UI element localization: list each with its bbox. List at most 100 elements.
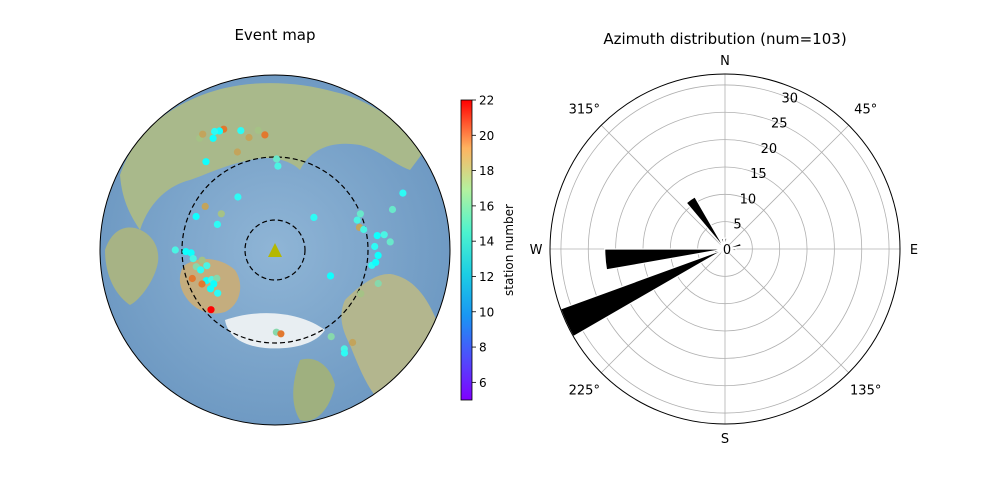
colorbar-gradient bbox=[460, 99, 473, 401]
colorbar-tick-label: 6 bbox=[479, 376, 487, 390]
globe-outline bbox=[99, 74, 451, 426]
polar-grid-spoke bbox=[724, 124, 850, 250]
event-points bbox=[171, 125, 407, 357]
event-point bbox=[374, 279, 382, 288]
event-point bbox=[192, 212, 200, 221]
event-point bbox=[234, 193, 242, 201]
colorbar-tick-label: 20 bbox=[479, 129, 494, 143]
station-triangle-marker bbox=[268, 243, 282, 257]
landmass-west bbox=[105, 227, 159, 305]
polar-bars bbox=[559, 196, 742, 338]
polar-r-tick-label: 20 bbox=[761, 142, 778, 157]
colorbar-ticks: 6 8 10 12 14 16 18 20 22 bbox=[472, 94, 494, 390]
polar-r-tick-label: 25 bbox=[771, 117, 788, 132]
polar-angle-tick-label: 45° bbox=[854, 102, 877, 117]
event-point bbox=[211, 127, 219, 136]
polar-r-tick-label: 15 bbox=[750, 167, 767, 182]
colorbar-tick-label: 22 bbox=[479, 94, 494, 108]
event-point bbox=[171, 246, 179, 254]
polar-frame bbox=[549, 73, 901, 425]
event-point bbox=[277, 330, 285, 338]
polar-grid-spoke bbox=[600, 248, 726, 374]
event-point bbox=[213, 220, 221, 228]
event-point bbox=[206, 285, 215, 293]
event-point bbox=[399, 189, 407, 197]
landmass-south-america bbox=[293, 358, 335, 421]
colorbar-tick-label: 18 bbox=[479, 164, 494, 178]
event-point bbox=[237, 127, 245, 135]
azimuth-bar bbox=[724, 248, 728, 256]
event-point bbox=[201, 202, 209, 210]
event-point bbox=[198, 256, 206, 264]
polar-angle-tick-label: 135° bbox=[850, 384, 881, 399]
event-point bbox=[326, 272, 335, 280]
colorbar: 6 8 10 12 14 16 18 20 22 station number bbox=[460, 94, 516, 401]
event-point bbox=[349, 338, 357, 347]
colorbar-tick-label: 10 bbox=[479, 305, 494, 319]
colorbar-label: station number bbox=[502, 204, 516, 296]
event-point bbox=[209, 134, 217, 142]
event-point bbox=[372, 258, 380, 266]
event-point bbox=[261, 131, 269, 139]
polar-direction-label: W bbox=[530, 243, 543, 258]
colorbar-tick-label: 14 bbox=[479, 235, 494, 249]
event-point bbox=[353, 216, 361, 224]
polar-direction-label: S bbox=[721, 432, 729, 447]
event-point bbox=[380, 231, 388, 239]
event-point bbox=[388, 205, 397, 214]
range-ring-outer bbox=[181, 156, 369, 344]
range-ring-inner bbox=[244, 219, 306, 281]
polar-direction-label: N bbox=[720, 54, 730, 69]
polar-labels: 05 10 15 20 25 30 N E S W 45° 135° 225° 315° bbox=[530, 54, 919, 447]
event-point bbox=[187, 249, 195, 257]
azimuth-bar bbox=[724, 242, 742, 250]
event-point bbox=[360, 225, 368, 234]
polar-grid-spoke bbox=[600, 124, 726, 250]
azimuth-title: Azimuth distribution (num=103) bbox=[603, 30, 846, 48]
event-point bbox=[199, 130, 207, 138]
azimuth-bar bbox=[724, 242, 728, 250]
azimuth-panel: Azimuth distribution (num=103) 05 10 15 20 2… bbox=[530, 30, 919, 447]
polar-grid-spoke bbox=[724, 248, 850, 374]
event-point bbox=[217, 210, 225, 218]
event-point bbox=[374, 251, 382, 259]
event-point bbox=[371, 242, 379, 251]
event-point bbox=[373, 232, 381, 240]
event-point bbox=[198, 280, 206, 288]
event-point bbox=[254, 126, 262, 134]
polar-direction-label: E bbox=[910, 243, 918, 258]
polar-r-tick-label: 10 bbox=[740, 193, 757, 208]
event-point bbox=[214, 289, 222, 297]
polar-r-tick-label: 30 bbox=[782, 91, 799, 106]
event-point bbox=[188, 274, 196, 283]
polar-r-tick-label: 5 bbox=[733, 218, 741, 233]
azimuth-bar bbox=[724, 248, 737, 252]
event-point bbox=[213, 274, 221, 282]
event-map-panel: Event map bbox=[99, 26, 451, 426]
event-point bbox=[273, 155, 281, 163]
event-point bbox=[340, 349, 349, 357]
event-map-title: Event map bbox=[234, 26, 315, 44]
event-point bbox=[207, 306, 215, 314]
colorbar-tick-label: 16 bbox=[479, 199, 494, 213]
azimuth-bar bbox=[685, 196, 726, 250]
event-point bbox=[197, 266, 205, 274]
event-point bbox=[233, 148, 241, 156]
azimuth-bar bbox=[604, 248, 726, 271]
azimuth-bar bbox=[720, 237, 726, 250]
event-point bbox=[310, 213, 318, 221]
event-point bbox=[357, 290, 365, 298]
event-point bbox=[202, 158, 210, 166]
event-point bbox=[386, 238, 394, 246]
colorbar-tick-label: 8 bbox=[479, 341, 487, 355]
polar-r-tick-label: 0 bbox=[723, 243, 731, 258]
event-point bbox=[274, 162, 282, 170]
event-point bbox=[203, 262, 211, 270]
event-point bbox=[356, 210, 364, 218]
event-point bbox=[245, 133, 253, 142]
polar-angle-tick-label: 225° bbox=[569, 384, 600, 399]
colorbar-tick-label: 12 bbox=[479, 270, 494, 284]
event-point bbox=[327, 333, 335, 341]
event-point bbox=[189, 255, 197, 263]
